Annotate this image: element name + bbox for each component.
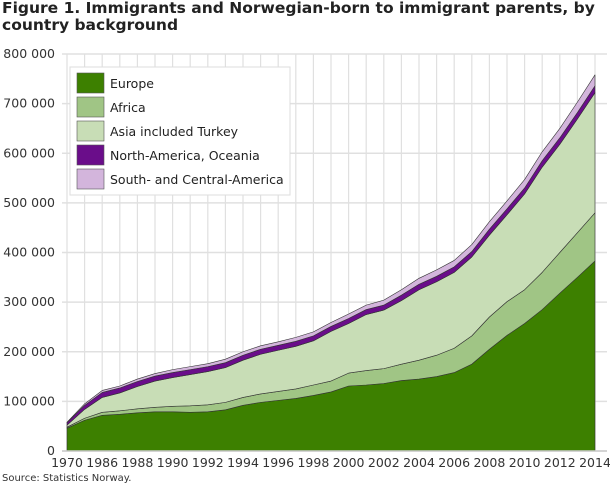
y-tick-label: 800 000 xyxy=(3,46,55,61)
y-tick-label: 100 000 xyxy=(3,393,55,408)
x-tick-label: 2008 xyxy=(473,455,505,470)
legend-swatch xyxy=(76,168,105,190)
x-tick-label: 1990 xyxy=(157,455,189,470)
y-tick-label: 700 000 xyxy=(3,96,55,111)
y-tick-label: 500 000 xyxy=(3,195,55,210)
legend-swatch xyxy=(76,96,105,118)
x-tick-label: 1994 xyxy=(227,455,259,470)
x-tick-label: 2006 xyxy=(438,455,470,470)
y-tick-label: 400 000 xyxy=(3,245,55,260)
x-tick-label: 2012 xyxy=(544,455,576,470)
legend-label: Europe xyxy=(110,76,154,91)
legend-swatch xyxy=(76,120,105,142)
x-tick-label: 2014 xyxy=(579,455,610,470)
x-tick-label: 1996 xyxy=(262,455,294,470)
x-tick-label: 2004 xyxy=(403,455,435,470)
x-tick-label: 1988 xyxy=(121,455,153,470)
x-tick-label: 1992 xyxy=(192,455,224,470)
x-tick-label: 1970 xyxy=(51,455,83,470)
area-south-and-central-america xyxy=(66,74,596,424)
legend-label: South- and Central-America xyxy=(110,172,284,187)
legend-label: Asia included Turkey xyxy=(110,124,239,139)
x-tick-label: 1986 xyxy=(86,455,118,470)
y-tick-label: 300 000 xyxy=(3,294,55,309)
legend-label: North-America, Oceania xyxy=(110,148,260,163)
x-tick-label: 2010 xyxy=(509,455,541,470)
x-tick-label: 2002 xyxy=(368,455,400,470)
legend-swatch xyxy=(76,144,105,166)
x-tick-label: 1998 xyxy=(297,455,329,470)
y-tick-label: 0 xyxy=(47,443,55,458)
legend-label: Africa xyxy=(110,100,146,115)
legend-swatch xyxy=(76,72,105,94)
source-note: Source: Statistics Norway. xyxy=(2,473,132,484)
y-tick-label: 200 000 xyxy=(3,344,55,359)
x-tick-label: 2000 xyxy=(333,455,365,470)
chart-title: Figure 1. Immigrants and Norwegian-born … xyxy=(2,0,595,34)
y-tick-label: 600 000 xyxy=(3,145,55,160)
legend-box xyxy=(69,66,291,196)
